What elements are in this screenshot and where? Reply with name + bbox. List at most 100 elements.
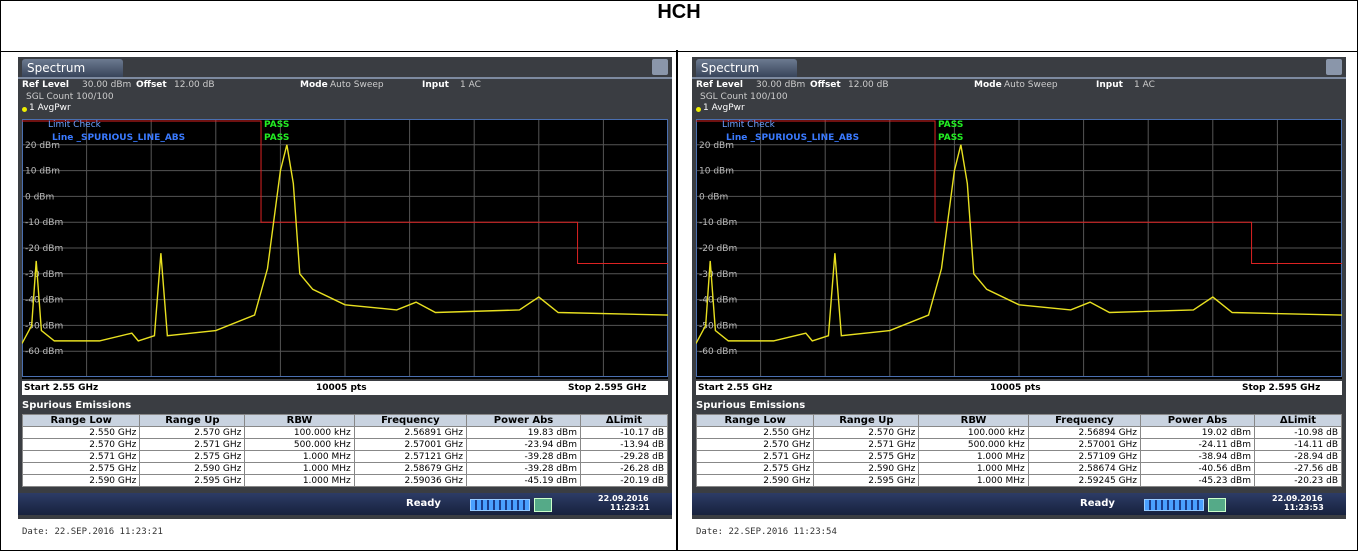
table-title: Spurious Emissions: [22, 400, 132, 411]
offset: 12.00 dB: [848, 80, 889, 90]
sgl-count: SGL Count 100/100: [26, 92, 114, 102]
table-cell: 2.550 GHz: [21, 426, 141, 439]
table-cell: 1.000 MHz: [918, 450, 1029, 463]
table-cell: 1.000 MHz: [244, 450, 355, 463]
table-cell: 2.575 GHz: [21, 462, 141, 475]
sweep-points: 10005 pts: [990, 383, 1041, 393]
mode-label: Mode: [974, 80, 1002, 90]
y-axis-label: -30 dBm: [699, 270, 737, 280]
offset-label: Offset: [136, 80, 167, 90]
y-axis-label: 20 dBm: [699, 141, 734, 151]
column-header: Frequency: [353, 414, 468, 427]
plot-frame: [22, 119, 668, 377]
table-cell: 2.590 GHz: [21, 474, 141, 487]
table-cell: -39.28 dBm: [466, 462, 581, 475]
sweep-points: 10005 pts: [316, 383, 367, 393]
table-cell: -38.94 dBm: [1140, 450, 1255, 463]
y-axis-label: 10 dBm: [25, 167, 60, 177]
y-axis-label: -40 dBm: [25, 296, 63, 306]
start-frequency: Start 2.55 GHz: [24, 383, 99, 393]
table-row: 2.575 GHz 2.590 GHz 1.000 MHz 2.58679 GHz -3…: [21, 462, 669, 475]
plot: 20 dBm 10 dBm 0 dBm -10 dBm -20 dBm -30 dBm -4…: [696, 119, 1342, 379]
table-cell: 2.57109 GHz: [1027, 450, 1142, 463]
table: Range Low Range Up RBW Frequency Power Abs ΔL…: [21, 414, 669, 487]
table-cell: 2.571 GHz: [813, 438, 920, 451]
ref-level: 30.00 dBm: [82, 80, 132, 90]
table-cell: -13.94 dB: [579, 438, 669, 451]
spectrum-panel: Spectrum Ref Level 30.00 dBm Offset 12.00 dB…: [692, 57, 1346, 519]
spurious-table: Range Low Range Up RBW Frequency Power Abs ΔL…: [21, 414, 669, 487]
table-cell: 2.59245 GHz: [1027, 474, 1142, 487]
table-cell: 2.570 GHz: [21, 438, 141, 451]
table-cell: 2.571 GHz: [695, 450, 815, 463]
y-axis-label: 0 dBm: [699, 192, 728, 202]
y-axis-label: -20 dBm: [699, 244, 737, 254]
table-cell: 2.590 GHz: [695, 474, 815, 487]
y-axis-label: 0 dBm: [25, 192, 54, 202]
column-header: Power Abs: [466, 414, 581, 427]
y-axis-label: -50 dBm: [699, 321, 737, 331]
column-header: ΔLimit: [1253, 414, 1343, 427]
status-date: 22.09.2016: [1272, 494, 1323, 503]
table-cell: 2.595 GHz: [139, 474, 246, 487]
table-cell: -20.19 dB: [579, 474, 669, 487]
spectrum-panel: Spectrum Ref Level 30.00 dBm Offset 12.00 dB…: [18, 57, 672, 519]
axis-bar: [696, 381, 1342, 395]
trace-label: 1 AvgPwr: [703, 103, 745, 113]
table-cell: -27.56 dB: [1253, 462, 1343, 475]
table-cell: 2.56891 GHz: [353, 426, 468, 439]
tab-bar: [18, 77, 672, 79]
input: 1 AC: [1134, 80, 1155, 90]
status-time: 11:23:53: [1284, 503, 1324, 512]
input: 1 AC: [460, 80, 481, 90]
table-row: 2.575 GHz 2.590 GHz 1.000 MHz 2.58674 GHz -4…: [695, 462, 1343, 475]
input-label: Input: [1096, 80, 1123, 90]
table-cell: -45.23 dBm: [1140, 474, 1255, 487]
y-axis-label: -30 dBm: [25, 270, 63, 280]
line-result: PASS: [938, 133, 964, 143]
table-cell: 2.575 GHz: [139, 450, 246, 463]
limit-check: Limit Check: [722, 120, 775, 130]
trace-dot: [696, 107, 701, 112]
table-cell: -24.11 dBm: [1140, 438, 1255, 451]
table-row: 2.571 GHz 2.575 GHz 1.000 MHz 2.57121 GHz -3…: [21, 450, 669, 463]
table-cell: 100.000 kHz: [918, 426, 1029, 439]
page-title: HCH: [0, 0, 1358, 52]
ref-level: 30.00 dBm: [756, 80, 806, 90]
column-header: Range Low: [695, 414, 815, 427]
table-cell: 1.000 MHz: [918, 462, 1029, 475]
table-cell: -20.23 dB: [1253, 474, 1343, 487]
table-cell: 1.000 MHz: [918, 474, 1029, 487]
y-axis-label: -10 dBm: [25, 218, 63, 228]
plot-frame: [696, 119, 1342, 377]
table-cell: 19.02 dBm: [1140, 426, 1255, 439]
line-result: PASS: [264, 133, 290, 143]
status-bar: Ready 22.09.2016 11:23:21: [18, 493, 672, 515]
menu-button: [1326, 59, 1342, 75]
plot: 20 dBm 10 dBm 0 dBm -10 dBm -20 dBm -30 dBm -4…: [22, 119, 668, 379]
table-cell: 2.590 GHz: [139, 462, 246, 475]
mode: Auto Sweep: [1004, 80, 1058, 90]
table-cell: -39.28 dBm: [466, 450, 581, 463]
table-cell: 2.575 GHz: [813, 450, 920, 463]
ref-level-label: Ref Level: [22, 80, 69, 90]
spurious-table: Range Low Range Up RBW Frequency Power Abs ΔL…: [695, 414, 1343, 487]
header-row: Range Low Range Up RBW Frequency Power Abs ΔL…: [695, 414, 1343, 427]
table-cell: -40.56 dBm: [1140, 462, 1255, 475]
trace: [22, 144, 668, 344]
column-header: RBW: [244, 414, 355, 427]
status-bar: Ready 22.09.2016 11:23:53: [692, 493, 1346, 515]
limit-line: [22, 120, 668, 264]
header-row: Range Low Range Up RBW Frequency Power Abs ΔL…: [21, 414, 669, 427]
indicator: [534, 498, 552, 512]
table-cell: 2.57121 GHz: [353, 450, 468, 463]
y-axis-label: -10 dBm: [699, 218, 737, 228]
limit-line-name: Line _SPURIOUS_LINE_ABS: [52, 133, 186, 143]
limit-check-result: PASS: [264, 120, 290, 130]
y-axis-label: -40 dBm: [699, 296, 737, 306]
offset: 12.00 dB: [174, 80, 215, 90]
column-header: RBW: [918, 414, 1029, 427]
table-cell: -10.17 dB: [579, 426, 669, 439]
input-label: Input: [422, 80, 449, 90]
table-cell: 2.59036 GHz: [353, 474, 468, 487]
